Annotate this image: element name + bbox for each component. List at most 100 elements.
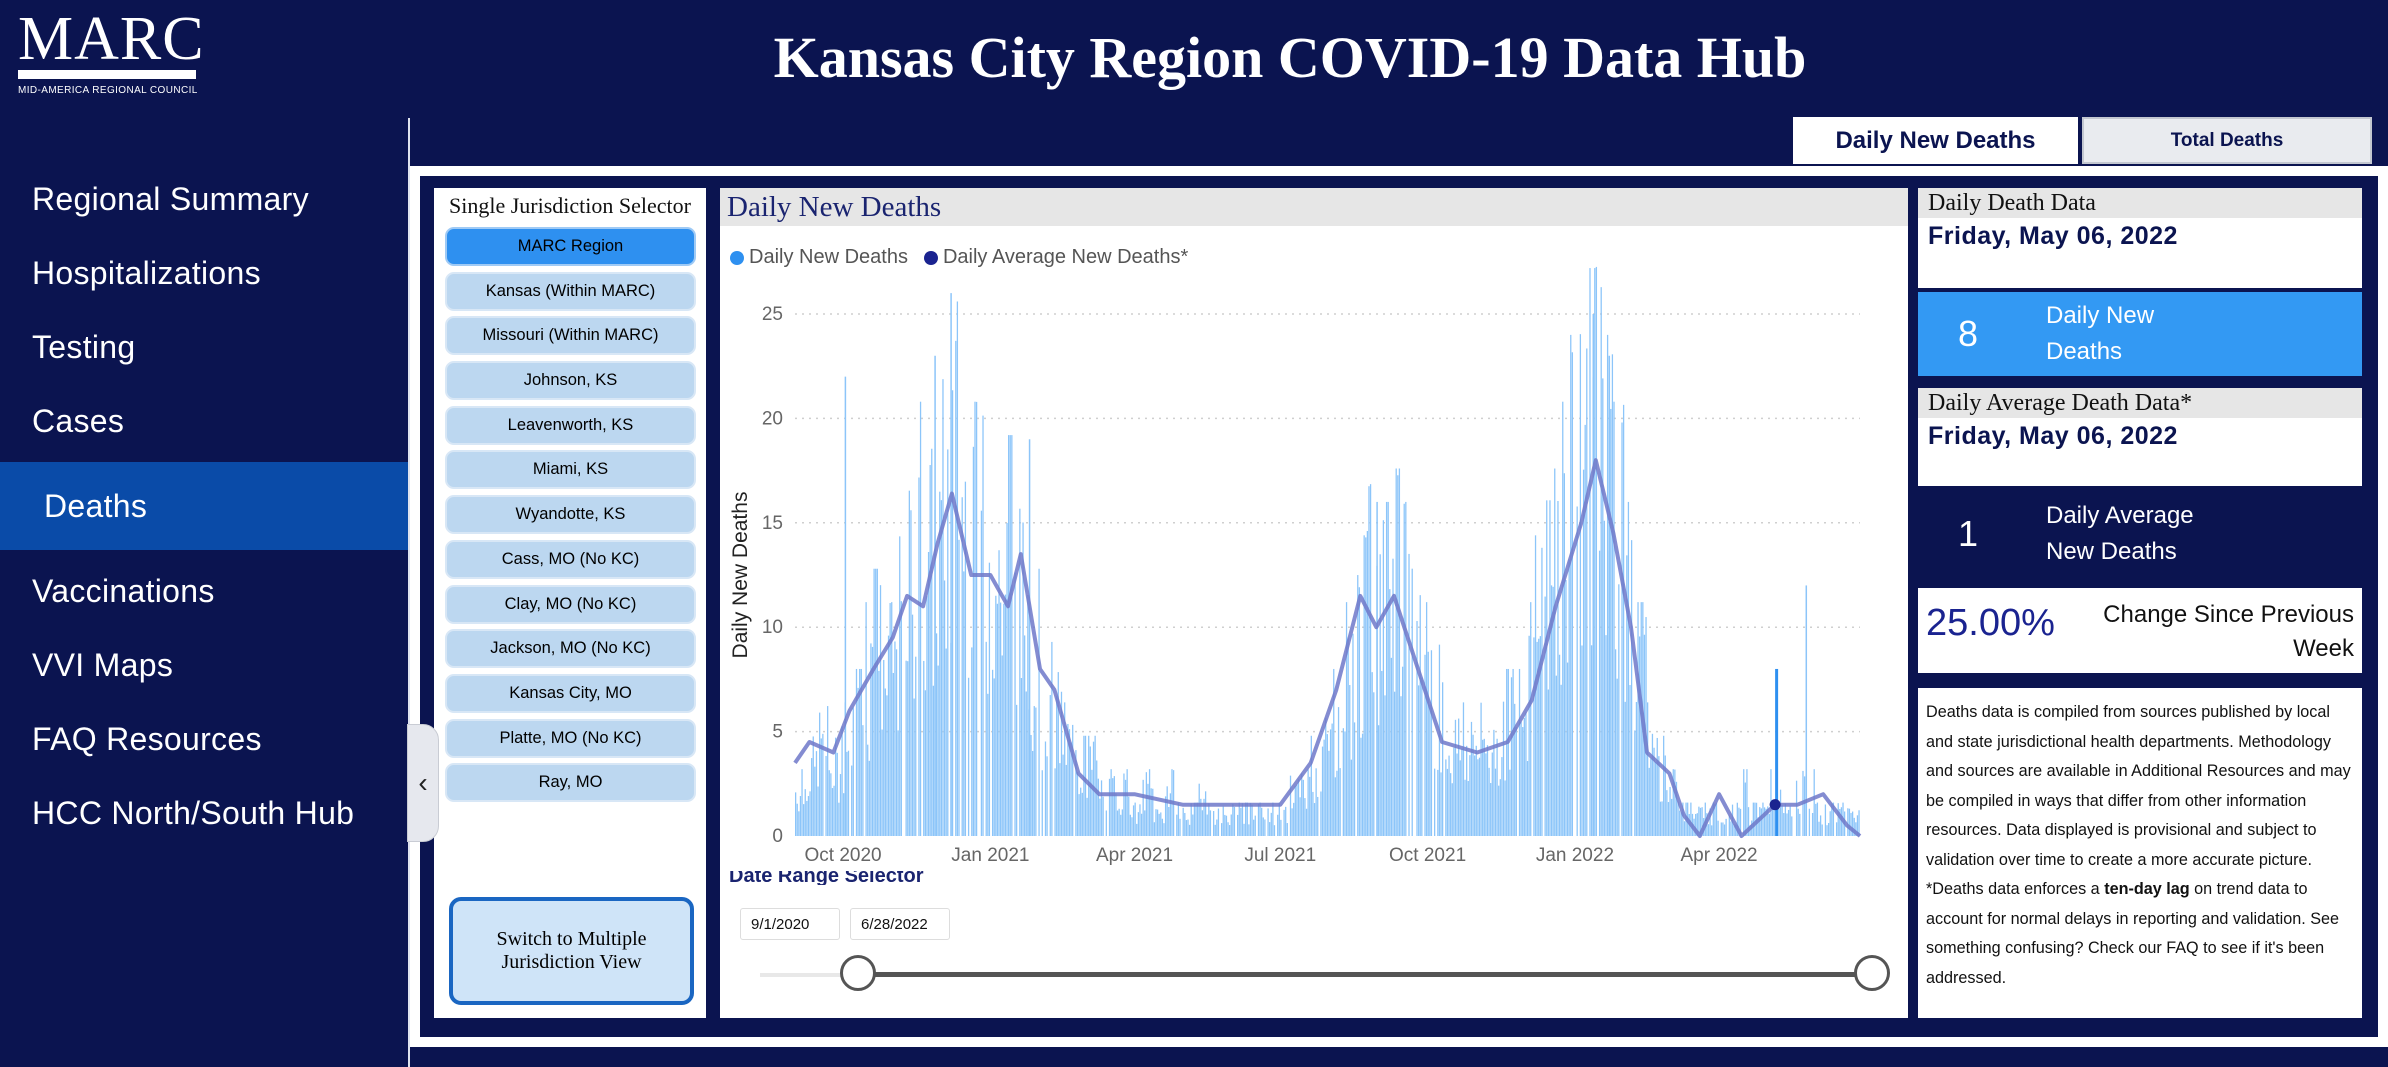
sidebar-item-hcc-hub[interactable]: HCC North/South Hub	[32, 794, 355, 831]
logo-wordmark: MARC	[18, 5, 205, 73]
sidebar-nav: Regional Summary Hospitalizations Testin…	[0, 162, 408, 850]
daily-death-bar	[1325, 717, 1327, 836]
jurisdiction-option[interactable]: Clay, MO (No KC)	[445, 584, 696, 624]
daily-death-bar	[1647, 702, 1649, 836]
daily-death-bar	[1490, 783, 1492, 836]
daily-death-bar	[1541, 547, 1543, 836]
jurisdiction-option[interactable]: Missouri (Within MARC)	[445, 316, 696, 356]
daily-death-bar	[830, 773, 832, 836]
start-date-input[interactable]: 9/1/2020	[740, 908, 840, 940]
sidebar-item-deaths[interactable]: Deaths	[0, 462, 408, 550]
jurisdiction-option[interactable]: Kansas City, MO	[445, 673, 696, 713]
daily-death-bar	[1829, 811, 1831, 836]
daily-death-bar	[1664, 755, 1666, 836]
jurisdiction-option[interactable]: Miami, KS	[445, 450, 696, 490]
collapse-sidebar-button[interactable]: ‹	[407, 724, 439, 842]
daily-death-bar	[958, 539, 960, 836]
sidebar-item-regional-summary[interactable]: Regional Summary	[32, 180, 309, 217]
jurisdiction-option[interactable]: Wyandotte, KS	[445, 495, 696, 535]
daily-death-bar	[1153, 822, 1156, 836]
daily-death-bar	[1067, 723, 1069, 836]
daily-death-bar	[1142, 779, 1144, 836]
daily-death-bar	[915, 656, 917, 836]
daily-death-bar	[1442, 682, 1444, 836]
date-range-slider-track[interactable]	[858, 972, 1872, 977]
slider-end-handle[interactable]	[1854, 955, 1890, 991]
sidebar-item-vaccinations[interactable]: Vaccinations	[32, 572, 215, 609]
jurisdiction-option[interactable]: Cass, MO (No KC)	[445, 539, 696, 579]
daily-death-bar	[1805, 585, 1808, 836]
daily-death-bar	[1831, 803, 1833, 836]
daily-death-bar	[1035, 707, 1037, 836]
jurisdiction-option[interactable]: MARC Region	[445, 227, 696, 266]
chart-legend: Daily New Deaths Daily Average New Death…	[730, 246, 1196, 269]
daily-death-bar	[1730, 821, 1732, 836]
daily-death-bar	[1858, 810, 1860, 836]
sidebar-item-hospitalizations[interactable]: Hospitalizations	[32, 254, 261, 291]
daily-death-bar	[1655, 761, 1657, 836]
daily-death-bar	[1419, 595, 1421, 836]
daily-death-bar	[1598, 550, 1601, 836]
daily-death-bar	[844, 376, 847, 836]
daily-death-bar	[1510, 677, 1513, 836]
tab-total-deaths[interactable]: Total Deaths	[2082, 117, 2372, 164]
daily-death-bar	[1405, 501, 1407, 836]
jurisdiction-option[interactable]: Leavenworth, KS	[445, 405, 696, 445]
daily-death-bar	[1321, 746, 1324, 836]
jurisdiction-option[interactable]: Ray, MO	[445, 763, 696, 803]
end-date-input[interactable]: 6/28/2022	[850, 908, 950, 940]
daily-death-bar	[1337, 707, 1340, 836]
daily-death-bar	[1390, 657, 1393, 836]
daily-death-bar	[1480, 702, 1482, 836]
daily-death-bar	[1645, 617, 1647, 836]
jurisdiction-option[interactable]: Kansas (Within MARC)	[445, 271, 696, 311]
jurisdiction-option[interactable]: Johnson, KS	[445, 361, 696, 401]
daily-death-bar	[1683, 821, 1686, 836]
slider-start-handle[interactable]	[840, 955, 876, 991]
daily-death-bar	[1148, 769, 1151, 836]
daily-death-bar	[1746, 769, 1748, 836]
daily-deaths-chart[interactable]: 0 5 10 15 20 25 Daily New Deaths Oct 2020 Jan 20…	[720, 188, 1908, 1018]
daily-death-bar	[1470, 721, 1473, 836]
daily-death-bar	[1502, 701, 1505, 836]
daily-death-bar	[1723, 824, 1726, 836]
daily-death-bar	[1278, 802, 1280, 836]
sidebar-item-testing[interactable]: Testing	[32, 328, 136, 365]
daily-death-bar	[1360, 737, 1362, 836]
jurisdiction-option[interactable]: Jackson, MO (No KC)	[445, 629, 696, 669]
sidebar-item-faq-resources[interactable]: FAQ Resources	[32, 720, 262, 757]
daily-death-bar	[1177, 802, 1180, 836]
daily-death-bar	[1522, 727, 1524, 836]
sidebar-item-cases[interactable]: Cases	[32, 402, 125, 439]
daily-death-bar	[873, 568, 875, 836]
daily-death-bar	[852, 707, 854, 836]
sidebar-item-vvi-maps[interactable]: VVI Maps	[32, 646, 174, 683]
daily-death-bar	[1462, 702, 1465, 836]
daily-death-bar	[1086, 797, 1088, 836]
daily-death-bar	[1586, 348, 1588, 836]
daily-death-bar	[1589, 268, 1591, 837]
jurisdiction-option[interactable]: Platte, MO (No KC)	[445, 718, 696, 758]
page-title: Kansas City Region COVID-19 Data Hub	[773, 25, 1807, 90]
daily-death-bar	[1344, 731, 1346, 836]
daily-death-bar	[1467, 781, 1469, 836]
daily-death-bar	[1248, 824, 1250, 836]
daily-death-bar	[1786, 813, 1788, 836]
daily-death-bar	[879, 585, 882, 836]
daily-death-bar	[956, 301, 959, 836]
daily-death-bar	[1483, 738, 1485, 836]
daily-death-bar	[1118, 808, 1120, 836]
tab-daily-new-deaths[interactable]: Daily New Deaths	[1793, 117, 2078, 164]
daily-death-bar	[814, 766, 816, 836]
daily-death-bar	[1417, 685, 1420, 836]
daily-death-bar	[1075, 750, 1077, 836]
daily-death-bar	[1401, 666, 1404, 836]
daily-death-bar	[1339, 768, 1341, 836]
daily-death-bar	[955, 340, 957, 836]
daily-death-bar	[831, 788, 834, 836]
daily-death-bar	[1187, 819, 1189, 836]
switch-multiple-view-button[interactable]: Switch to Multiple Jurisdiction View	[449, 897, 694, 1005]
daily-death-bar	[1129, 814, 1131, 836]
daily-death-bar	[1204, 791, 1207, 836]
daily-death-bar	[1624, 701, 1626, 836]
